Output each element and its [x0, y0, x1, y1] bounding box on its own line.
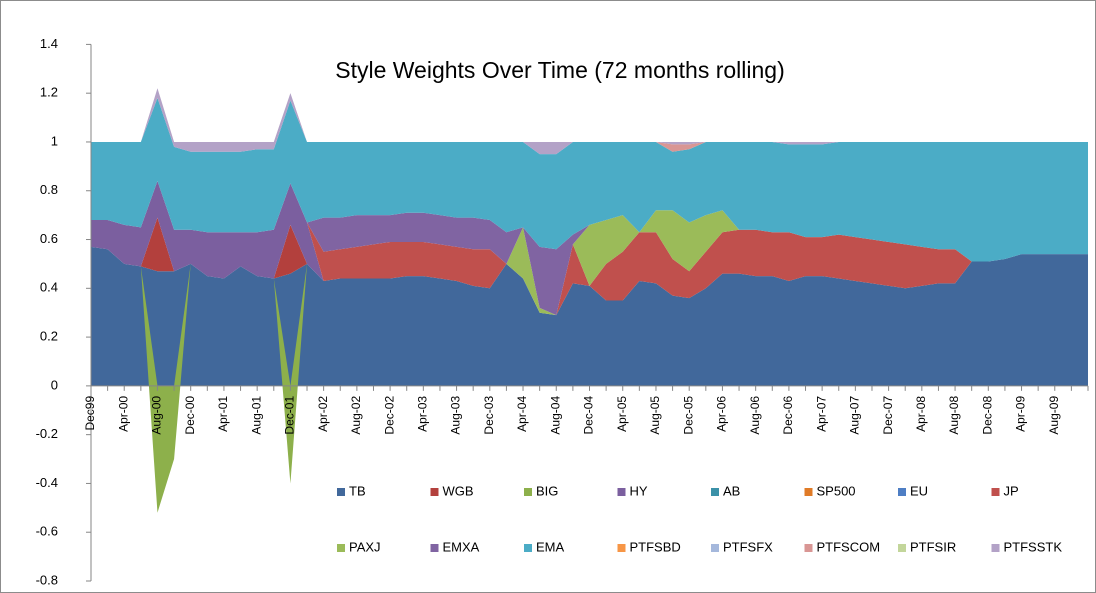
y-tick-label: 0.6 [40, 231, 58, 246]
y-tick-label: 0.4 [40, 280, 58, 295]
legend-label: BIG [536, 483, 558, 498]
x-tick-label: Apr-04 [515, 396, 529, 432]
x-tick-label: Dec-08 [980, 396, 994, 435]
legend-swatch [991, 544, 1000, 552]
legend-label: PTFSSTK [1004, 539, 1063, 554]
legend-swatch [337, 488, 345, 496]
y-tick-label: -0.8 [36, 572, 58, 587]
legend-swatch [711, 488, 719, 496]
x-tick-label: Aug-06 [748, 396, 762, 435]
plot-area [91, 88, 1088, 513]
x-tick-label: Dec-06 [781, 396, 795, 435]
y-tick-label: 0.8 [40, 182, 58, 197]
legend-label: PTFSCOM [817, 539, 881, 554]
x-tick-label: Dec-07 [881, 396, 895, 435]
legend-label: EMA [536, 539, 565, 554]
x-tick-label: Apr-09 [1014, 396, 1028, 432]
x-tick-label: Dec99 [83, 396, 97, 431]
x-tick-label: Apr-06 [715, 396, 729, 432]
legend-swatch [524, 488, 532, 496]
legend-swatch [898, 488, 906, 496]
y-tick-label: 0 [51, 377, 58, 392]
x-tick-label: Apr-07 [814, 396, 828, 432]
legend-label: PTFSIR [910, 539, 956, 554]
x-tick-label: Aug-00 [150, 396, 164, 435]
legend-swatch [991, 488, 1000, 496]
x-tick-label: Dec-04 [582, 396, 596, 435]
legend-swatch [430, 544, 439, 552]
area-series [91, 180, 1088, 316]
x-tick-label: Apr-05 [615, 396, 629, 432]
y-tick-label: 1.2 [40, 85, 58, 100]
x-tick-label: Dec-02 [382, 396, 396, 435]
legend-label: PAXJ [349, 539, 381, 554]
x-tick-label: Aug-07 [848, 396, 862, 435]
y-tick-label: -0.2 [36, 426, 58, 441]
x-tick-label: Apr-03 [416, 396, 430, 432]
x-tick-label: Aug-01 [249, 396, 263, 435]
legend-label: EMXA [443, 539, 480, 554]
area-series [91, 98, 1088, 262]
legend-label: PTFSBD [630, 539, 681, 554]
y-tick-label: -0.4 [36, 475, 58, 490]
chart-title: Style Weights Over Time (72 months rolli… [335, 57, 785, 83]
y-tick-label: 1.4 [40, 36, 58, 51]
legend-label: PTFSFX [723, 539, 773, 554]
x-tick-label: Aug-05 [648, 396, 662, 435]
x-tick-label: Dec-00 [183, 396, 197, 435]
area-series [91, 246, 1088, 386]
legend-label: TB [349, 483, 366, 498]
x-tick-label: Aug-02 [349, 396, 363, 435]
legend-label: HY [630, 483, 648, 498]
legend-swatch [804, 488, 813, 496]
x-tick-label: Dec-03 [482, 396, 496, 435]
area-series [91, 88, 1088, 155]
legend-swatch [804, 544, 813, 552]
legend-swatch [898, 544, 906, 552]
area-series [91, 217, 1088, 316]
x-tick-label: Aug-09 [1047, 396, 1061, 435]
legend-swatch [617, 488, 626, 496]
x-tick-label: Aug-03 [449, 396, 463, 435]
legend-label: SP500 [817, 483, 856, 498]
x-tick-label: Apr-01 [216, 396, 230, 432]
x-tick-label: Dec-05 [681, 396, 695, 435]
area-series [91, 180, 1088, 316]
x-tick-label: Apr-02 [316, 396, 330, 432]
y-tick-label: 0.2 [40, 329, 58, 344]
axes: -0.8 -0.6 -0.4 -0.2 0 0.2 0.4 0.6 0.8 1 1.2 1.4 Dec9… [36, 36, 1089, 587]
legend-swatch [337, 544, 345, 552]
legend-label: AB [723, 483, 740, 498]
y-tick-label: 1 [51, 133, 58, 148]
x-tick-label: Aug-08 [947, 396, 961, 435]
x-tick-label: Aug-04 [548, 396, 562, 435]
x-tick-label: Dec-01 [283, 396, 297, 435]
y-tick-label: -0.6 [36, 524, 58, 539]
legend-label: WGB [443, 483, 474, 498]
legend-swatch [617, 544, 626, 552]
legend-label: EU [910, 483, 928, 498]
x-tick-label: Apr-08 [914, 396, 928, 432]
legend-swatch [711, 544, 719, 552]
legend-swatch [430, 488, 439, 496]
legend-label: JP [1004, 483, 1019, 498]
legend-swatch [524, 544, 532, 552]
x-tick-label: Apr-00 [116, 396, 130, 432]
